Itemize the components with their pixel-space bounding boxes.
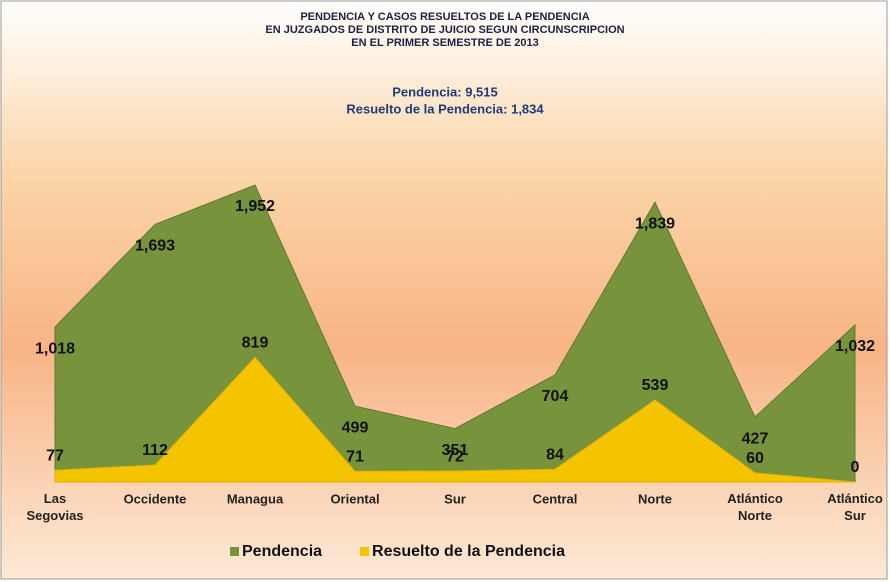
x-tick-label: Central <box>533 491 578 506</box>
data-label: 112 <box>142 442 168 459</box>
legend-label: Resuelto de la Pendencia <box>372 543 565 560</box>
chart-subtitle: Resuelto de la Pendencia: 1,834 <box>346 101 544 116</box>
x-tick-label: Atlántico Sur <box>827 491 883 523</box>
chart-title: PENDENCIA Y CASOS RESUELTOS DE LA PENDEN… <box>300 11 589 23</box>
data-label: 351 <box>442 442 469 459</box>
data-label: 499 <box>342 419 369 436</box>
legend-marker <box>360 547 370 556</box>
x-tick-label: Managua <box>227 491 284 506</box>
data-label: 704 <box>542 388 569 405</box>
x-tick-label: Las Segovias <box>26 491 83 523</box>
data-label: 60 <box>746 450 764 467</box>
chart-subtitle: Pendencia: 9,515 <box>392 84 498 99</box>
data-label: 72 <box>446 448 464 465</box>
x-tick-label: Norte <box>638 491 672 506</box>
x-tick-label: Occidente <box>124 491 187 506</box>
data-label: 539 <box>642 377 669 394</box>
legend-marker <box>230 547 239 556</box>
data-label: 0 <box>851 459 860 476</box>
legend-label: Pendencia <box>242 543 322 560</box>
area <box>54 356 856 483</box>
data-label: 77 <box>46 448 64 465</box>
data-label: 1,952 <box>235 198 275 215</box>
data-label: 84 <box>546 446 564 463</box>
data-label: 1,018 <box>35 340 75 357</box>
data-label: 819 <box>242 335 269 352</box>
data-label: 1,693 <box>135 238 175 255</box>
data-label: 1,032 <box>835 338 875 355</box>
chart-title: EN JUZGADOS DE DISTRITO DE JUICIO SEGUN … <box>265 24 624 36</box>
x-tick-label: Sur <box>444 491 466 506</box>
data-label: 427 <box>742 430 769 447</box>
data-label: 71 <box>346 448 364 465</box>
x-tick-label: Atlántico Norte <box>727 491 783 523</box>
chart-title: EN EL PRIMER SEMESTRE DE 2013 <box>351 37 538 49</box>
x-tick-label: Oriental <box>330 491 379 506</box>
data-label: 1,839 <box>635 215 675 232</box>
